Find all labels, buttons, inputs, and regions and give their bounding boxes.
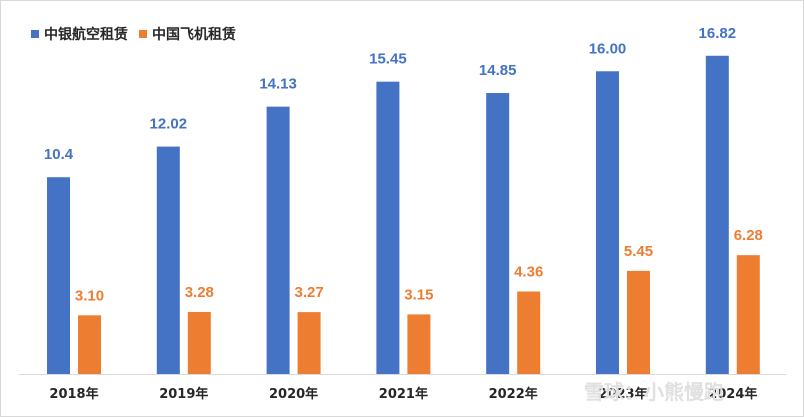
data-label-boc-aviation-2019年: 12.02 bbox=[150, 116, 188, 133]
legend-swatch-1 bbox=[31, 30, 39, 38]
bar-boc-aviation-2024年 bbox=[705, 55, 729, 374]
data-label-boc-aviation-2022年: 14.85 bbox=[479, 62, 517, 79]
bar-cala-2024年 bbox=[736, 255, 760, 374]
data-label-cala-2023年: 5.45 bbox=[624, 243, 653, 260]
bar-cala-2018年 bbox=[78, 315, 101, 374]
data-label-cala-2024年: 6.28 bbox=[734, 227, 763, 244]
data-label-boc-aviation-2024年: 16.82 bbox=[699, 25, 737, 42]
bar-cala-2021年 bbox=[407, 314, 431, 374]
data-label-boc-aviation-2023年: 16.00 bbox=[589, 40, 627, 57]
bar-boc-aviation-2018年 bbox=[47, 177, 70, 374]
bar-cala-2022年 bbox=[517, 291, 541, 374]
bar-cala-2019年 bbox=[187, 311, 211, 374]
data-label-cala-2022年: 4.36 bbox=[514, 264, 543, 281]
bars-group bbox=[47, 55, 760, 374]
bar-boc-aviation-2019年 bbox=[156, 146, 180, 374]
x-tick-label: 2023年 bbox=[598, 386, 647, 402]
x-tick-label: 2020年 bbox=[269, 386, 318, 402]
watermark-text: 雪球：小熊慢跑 bbox=[584, 380, 724, 404]
data-label-boc-aviation-2021年: 15.45 bbox=[369, 51, 407, 68]
x-tick-labels: 2018年 2019年 2020年 2021年 2022年 2023年 2024年 bbox=[49, 386, 757, 402]
x-tick-label: 2019年 bbox=[159, 386, 208, 402]
bar-boc-aviation-2021年 bbox=[376, 81, 400, 374]
x-tick-label: 2024年 bbox=[708, 386, 757, 402]
x-tick-label: 2018年 bbox=[49, 386, 98, 402]
data-label-boc-aviation-2020年: 14.13 bbox=[259, 76, 297, 93]
bar-boc-aviation-2020年 bbox=[266, 106, 290, 374]
data-label-boc-aviation-2018年: 10.4 bbox=[44, 146, 74, 163]
bar-cala-2023年 bbox=[627, 270, 650, 374]
data-label-cala-2018年: 3.10 bbox=[75, 287, 104, 304]
bar-boc-aviation-2022年 bbox=[486, 93, 510, 374]
legend: 中银航空租赁 中国飞机租赁 bbox=[31, 26, 236, 43]
legend-swatch-2 bbox=[139, 30, 147, 38]
data-labels-group: 10.4 3.10 12.02 3.28 14.13 3.27 15.45 3.15 14.85… bbox=[44, 25, 763, 305]
data-label-cala-2019年: 3.28 bbox=[185, 284, 214, 301]
legend-label-2: 中国飞机租赁 bbox=[152, 26, 236, 43]
legend-label-1: 中银航空租赁 bbox=[44, 26, 128, 43]
bar-cala-2020年 bbox=[297, 312, 321, 374]
data-label-cala-2021年: 3.15 bbox=[404, 286, 433, 303]
x-tick-label: 2022年 bbox=[489, 386, 538, 402]
data-label-cala-2020年: 3.27 bbox=[294, 284, 323, 301]
bar-boc-aviation-2023年 bbox=[596, 71, 619, 374]
x-tick-label: 2021年 bbox=[379, 386, 428, 402]
